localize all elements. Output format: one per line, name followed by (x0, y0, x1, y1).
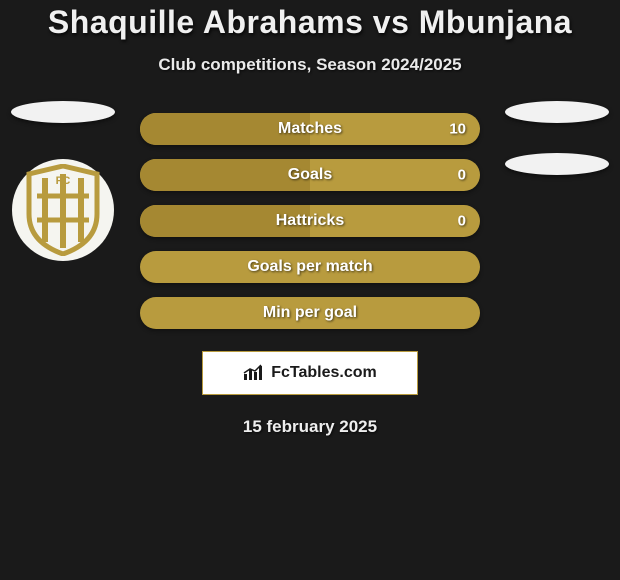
page-title: Shaquille Abrahams vs Mbunjana (0, 4, 620, 41)
stat-value-right: 0 (458, 167, 466, 184)
stats-list: Matches 10 Goals 0 Hattricks 0 Goals per… (140, 113, 480, 329)
right-player-column (502, 101, 612, 175)
left-player-column: FC (8, 101, 118, 261)
stat-row-min-per-goal: Min per goal (140, 297, 480, 329)
source-badge-label: FcTables.com (271, 364, 377, 382)
shield-icon: FC (23, 164, 103, 256)
snapshot-date: 15 february 2025 (0, 417, 620, 437)
stat-value-right: 10 (449, 121, 466, 138)
page-subtitle: Club competitions, Season 2024/2025 (0, 55, 620, 75)
player-right-name-oval (505, 101, 609, 123)
stat-label: Goals (288, 166, 332, 184)
stat-label: Min per goal (263, 304, 357, 322)
player-left-club-logo: FC (12, 159, 114, 261)
source-badge[interactable]: FcTables.com (202, 351, 418, 395)
stat-row-matches: Matches 10 (140, 113, 480, 145)
stat-row-hattricks: Hattricks 0 (140, 205, 480, 237)
stat-label: Matches (278, 120, 342, 138)
stat-row-goals-per-match: Goals per match (140, 251, 480, 283)
stat-value-right: 0 (458, 213, 466, 230)
player-left-name-oval (11, 101, 115, 123)
comparison-card: Shaquille Abrahams vs Mbunjana Club comp… (0, 0, 620, 437)
stat-label: Goals per match (247, 258, 372, 276)
svg-text:FC: FC (56, 175, 71, 187)
stat-label: Hattricks (276, 212, 344, 230)
content-area: FC Matches 10 Goals 0 Hattricks 0 Goals … (0, 113, 620, 437)
bar-chart-icon (243, 364, 265, 382)
player-right-club-oval (505, 153, 609, 175)
stat-row-goals: Goals 0 (140, 159, 480, 191)
